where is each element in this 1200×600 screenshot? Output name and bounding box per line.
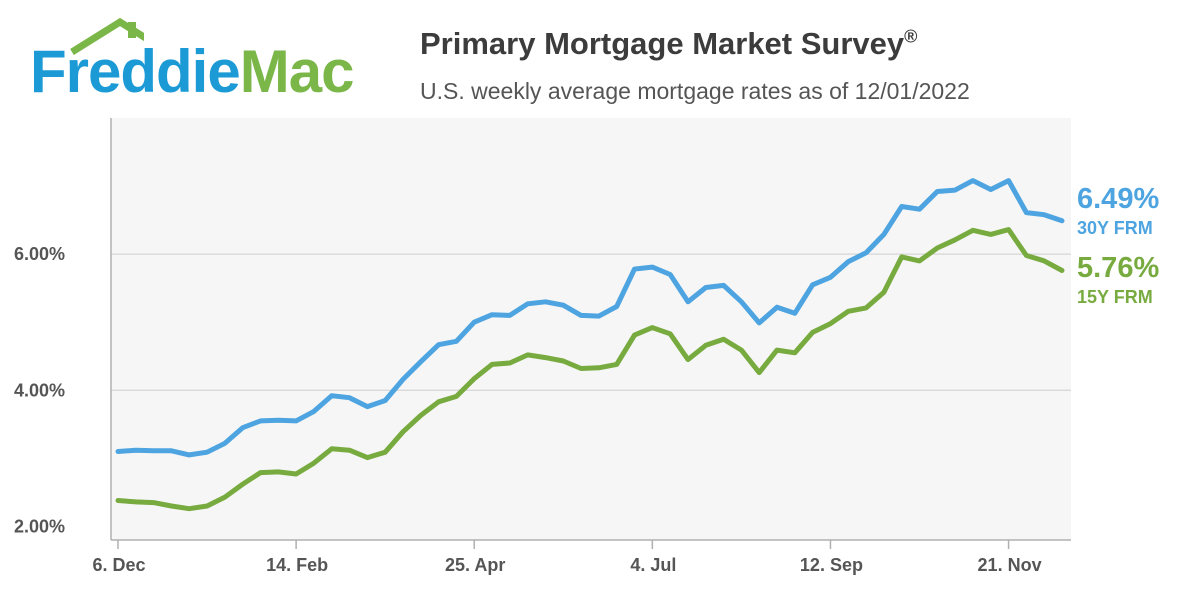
chart-title-text: Primary Mortgage Market Survey	[420, 26, 905, 61]
plot-area	[111, 118, 1071, 540]
y-tick-label: 4.00%	[14, 380, 65, 400]
end-value-15y: 5.76%	[1077, 252, 1160, 285]
x-tick-label: 6. Dec	[92, 555, 145, 575]
y-axis-ticks: 2.00% 4.00% 6.00%	[14, 244, 65, 536]
logo-mac: Mac	[239, 38, 355, 105]
end-name-15y: 15Y FRM	[1077, 287, 1153, 308]
logo-wordmark: FreddieMac	[30, 42, 354, 102]
house-roof-icon	[70, 17, 144, 55]
x-tick-label: 21. Nov	[978, 555, 1042, 575]
logo-freddie: Freddie	[30, 38, 241, 105]
x-tick-label: 4. Jul	[630, 555, 676, 575]
axes	[110, 118, 1071, 541]
freddie-mac-logo: FreddieMac	[24, 16, 384, 106]
series-line-15y	[115, 227, 1065, 512]
series-lines	[115, 178, 1065, 512]
series-line-30y	[115, 178, 1065, 458]
x-tick-label: 25. Apr	[445, 555, 505, 575]
x-tick-label: 12. Sep	[800, 555, 863, 575]
end-value-30y: 6.49%	[1077, 182, 1160, 215]
chart-title: Primary Mortgage Market Survey®	[420, 26, 917, 62]
chart-subtitle: U.S. weekly average mortgage rates as of…	[420, 78, 970, 104]
x-axis-ticks: 6. Dec 14. Feb 25. Apr 4. Jul 12. Sep 21. Nov	[92, 540, 1042, 575]
y-tick-label: 2.00%	[14, 516, 65, 536]
end-name-30y: 30Y FRM	[1077, 217, 1153, 238]
x-tick-label: 14. Feb	[266, 555, 328, 575]
registered-mark: ®	[904, 26, 918, 47]
y-tick-label: 6.00%	[14, 244, 65, 264]
grid-lines	[111, 253, 1071, 391]
